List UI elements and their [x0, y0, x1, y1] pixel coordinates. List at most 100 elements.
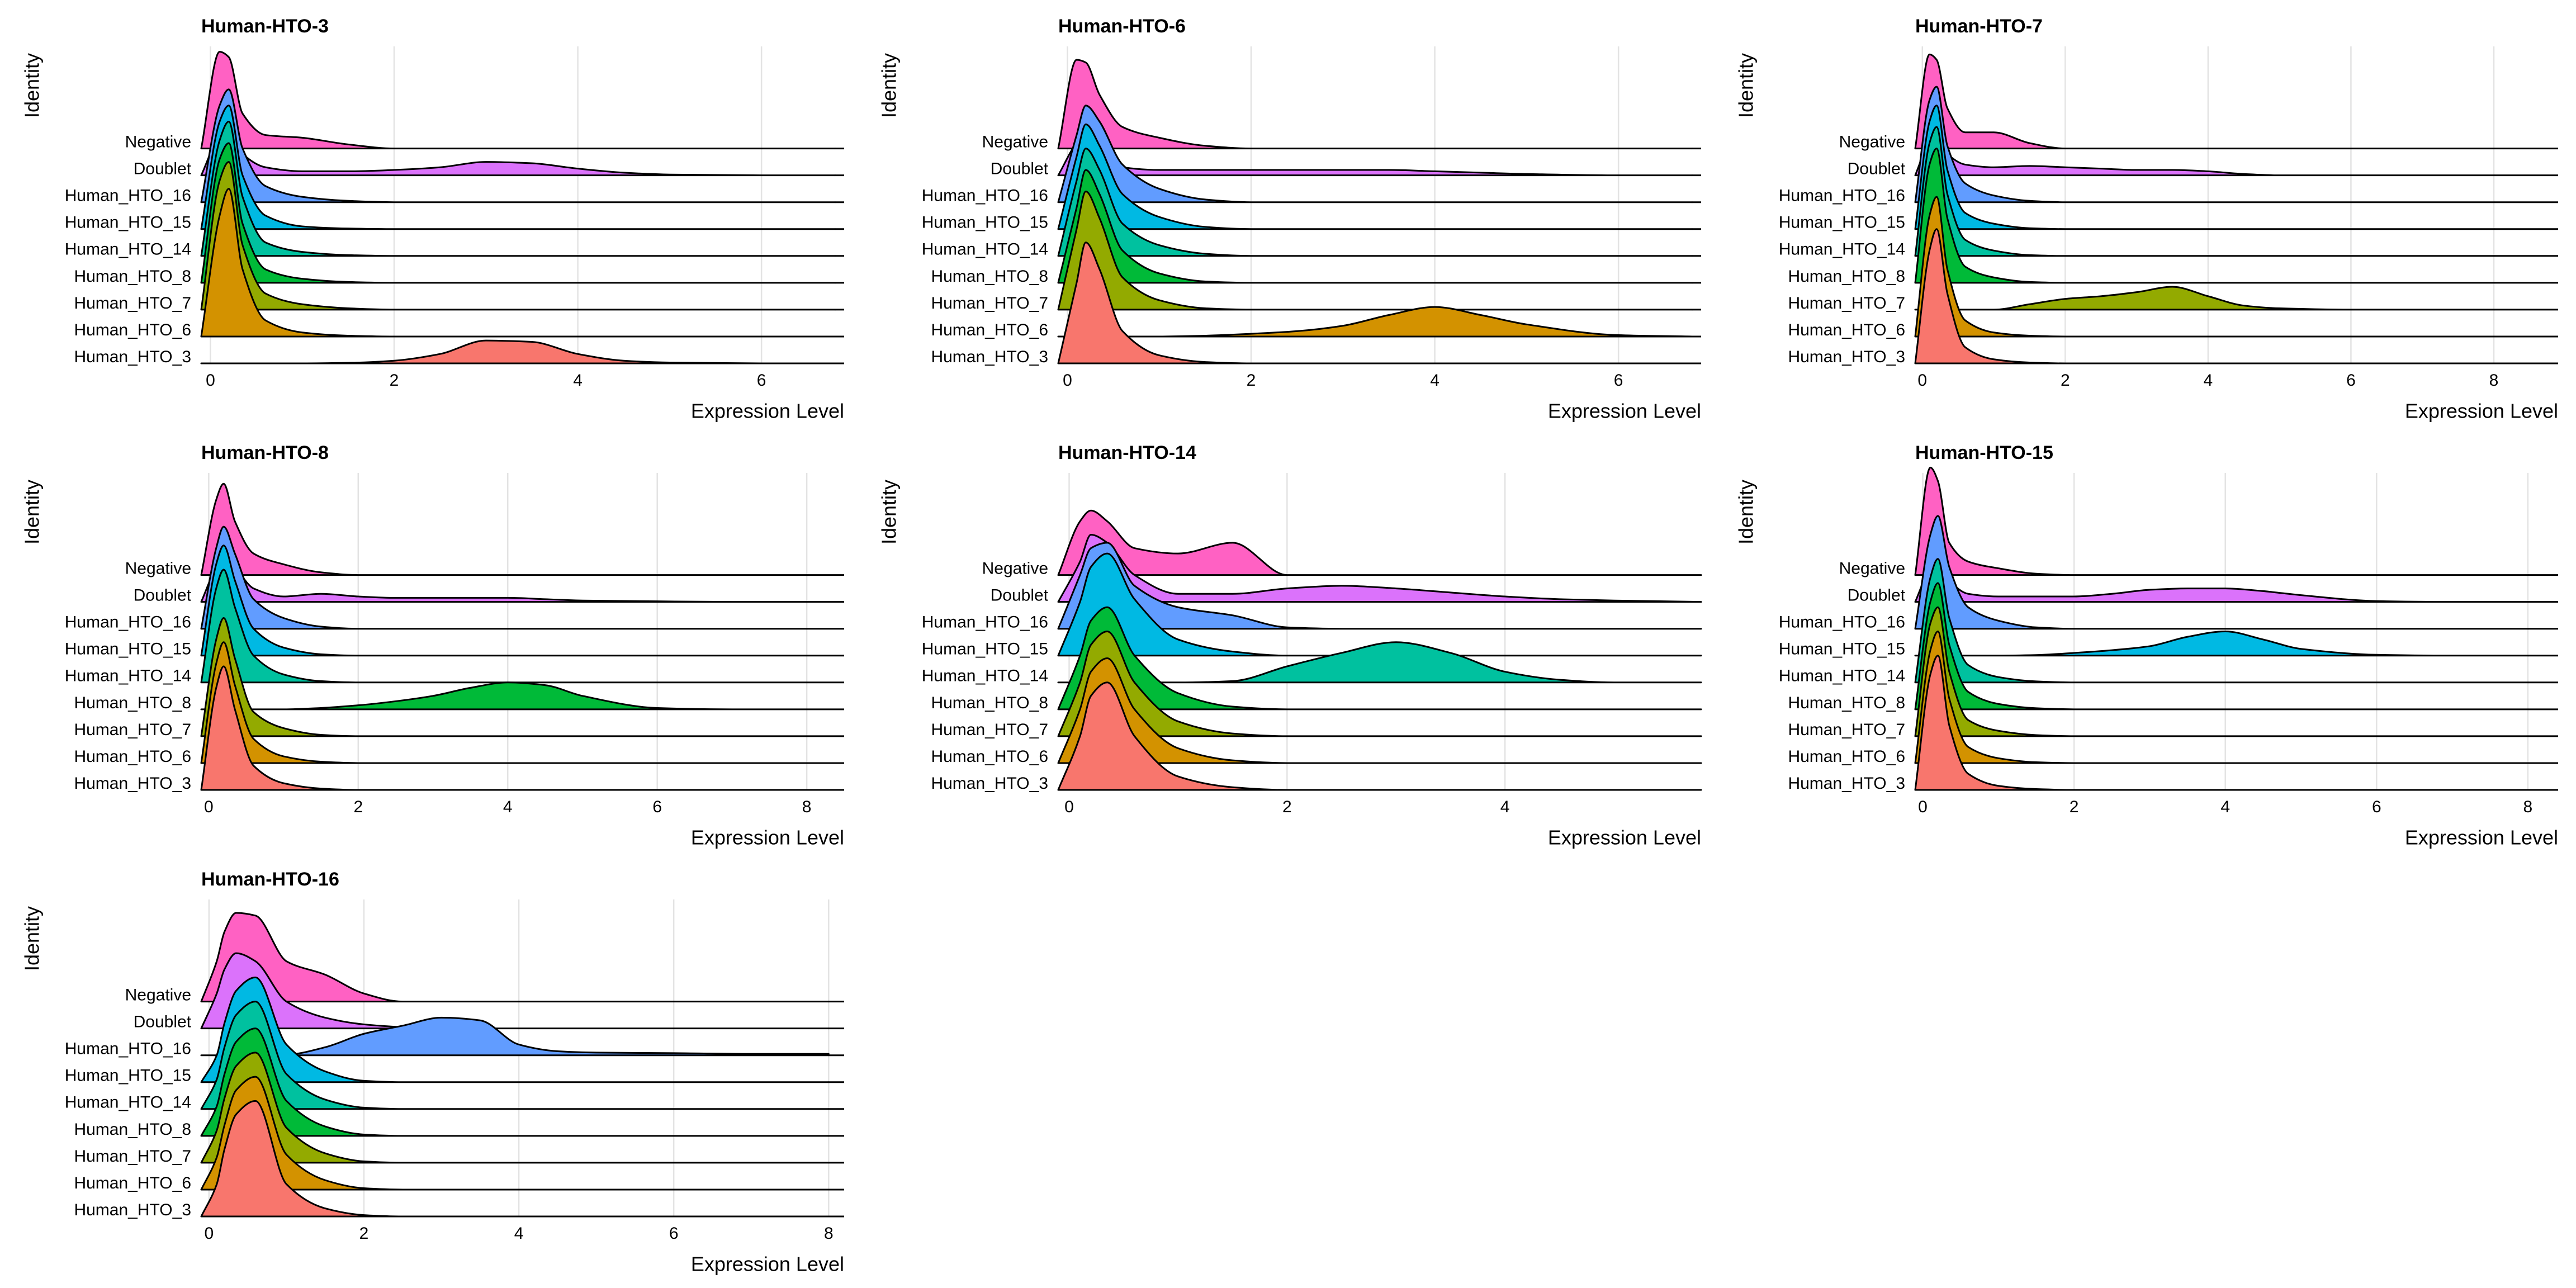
ridge — [200, 126, 836, 177]
ridge — [1057, 190, 1693, 311]
category-label: Human_HTO_14 — [65, 240, 191, 259]
category-label: Human_HTO_7 — [1788, 294, 1905, 312]
y-axis-label: Identity — [21, 480, 44, 544]
category-label: Human_HTO_14 — [1779, 667, 1905, 685]
category-label: Human_HTO_8 — [931, 267, 1048, 286]
x-tick-label: 4 — [503, 798, 513, 816]
ridge — [1914, 631, 2529, 657]
category-label: Human_HTO_16 — [1779, 187, 1905, 205]
category-label: Human_HTO_16 — [65, 187, 191, 205]
ridge — [1057, 681, 1702, 791]
category-label: Human_HTO_8 — [74, 267, 191, 286]
ridge — [1914, 606, 2529, 737]
x-tick-label: 8 — [824, 1224, 834, 1243]
ridge — [1914, 286, 2495, 311]
category-label: Human_HTO_16 — [65, 613, 191, 632]
category-label: Doublet — [1848, 586, 1906, 605]
x-tick-label: 2 — [2061, 371, 2070, 390]
x-tick-label: 6 — [2372, 798, 2381, 816]
category-label: Human_HTO_7 — [74, 1147, 191, 1166]
category-label: Human_HTO_6 — [74, 747, 191, 766]
category-label: Human_HTO_8 — [1788, 267, 1905, 286]
x-axis-label: Expression Level — [2405, 826, 2558, 849]
x-tick-label: 4 — [2204, 371, 2213, 390]
category-label: Human_HTO_15 — [1779, 640, 1905, 659]
panel-title: Human-HTO-7 — [1915, 16, 2043, 37]
category-label: Negative — [982, 560, 1048, 578]
x-tick-label: 2 — [359, 1224, 369, 1243]
x-tick-label: 4 — [2220, 798, 2230, 816]
category-label: Human_HTO_6 — [1788, 321, 1905, 339]
ridge — [200, 188, 836, 338]
x-tick-label: 8 — [802, 798, 812, 816]
ridge — [1057, 242, 1693, 364]
x-tick-label: 0 — [206, 371, 215, 390]
x-tick-label: 4 — [514, 1224, 524, 1243]
ridge — [200, 525, 808, 630]
category-label: Negative — [1839, 560, 1905, 578]
ridge — [200, 482, 808, 576]
ridge — [1914, 582, 2529, 711]
ridge — [1914, 558, 2529, 684]
category-label: Negative — [125, 133, 191, 151]
panel: Human-HTO-3 Identity Expression Level 0 2 4 6 H… — [21, 16, 844, 423]
category-label: Human_HTO_14 — [922, 667, 1048, 685]
ridge — [200, 105, 836, 230]
ridge — [200, 544, 808, 657]
category-label: Doublet — [134, 160, 192, 178]
ridge — [200, 681, 808, 711]
ridge — [1914, 228, 2495, 364]
ridge — [1914, 558, 2529, 603]
ridge — [200, 617, 808, 737]
ridge — [200, 142, 836, 284]
category-label: Human_HTO_6 — [74, 1174, 191, 1192]
panel: Human-HTO-6 Identity Expression Level 0 2 4 6 H… — [878, 16, 1701, 423]
y-axis-label: Identity — [878, 53, 901, 118]
panel: Human-HTO-14 Identity Expression Level 0 2 4 H… — [878, 442, 1702, 849]
category-label: Doublet — [991, 160, 1049, 178]
x-tick-label: 2 — [1247, 371, 1256, 390]
x-tick-label: 6 — [757, 371, 766, 390]
x-tick-label: 0 — [205, 1224, 214, 1243]
category-label: Human_HTO_15 — [65, 214, 191, 232]
category-label: Human_HTO_6 — [74, 321, 191, 339]
category-label: Human_HTO_8 — [74, 694, 191, 712]
ridge — [1057, 105, 1693, 203]
ridge — [1914, 148, 2495, 284]
category-label: Human_HTO_3 — [74, 348, 191, 366]
category-label: Human_HTO_6 — [931, 321, 1048, 339]
panel-title: Human-HTO-8 — [201, 442, 329, 463]
ridge — [1914, 655, 2529, 791]
x-tick-label: 2 — [390, 371, 399, 390]
category-label: Human_HTO_7 — [931, 294, 1048, 312]
x-tick-label: 0 — [1064, 798, 1074, 816]
ridge — [1057, 509, 1702, 576]
ridge — [1914, 86, 2495, 203]
category-label: Negative — [125, 560, 191, 578]
ridge — [1914, 105, 2495, 230]
x-axis-label: Expression Level — [691, 1253, 844, 1276]
y-axis-label: Identity — [21, 53, 44, 118]
ridge — [200, 121, 836, 257]
category-label: Human_HTO_7 — [931, 721, 1048, 739]
ridge — [1914, 196, 2495, 338]
ridge — [200, 88, 836, 203]
x-tick-label: 2 — [2070, 798, 2079, 816]
x-axis-label: Expression Level — [691, 400, 844, 423]
ridge — [1914, 515, 2529, 630]
x-tick-label: 6 — [652, 798, 662, 816]
ridge — [1057, 148, 1693, 257]
category-label: Human_HTO_15 — [1779, 214, 1905, 232]
category-label: Human_HTO_6 — [1788, 747, 1905, 766]
panel-title: Human-HTO-15 — [1915, 442, 2053, 463]
x-axis-label: Expression Level — [2405, 400, 2558, 423]
category-label: Human_HTO_3 — [1788, 774, 1905, 793]
category-label: Doublet — [991, 586, 1049, 605]
x-tick-label: 0 — [1918, 798, 1928, 816]
category-label: Human_HTO_14 — [65, 667, 191, 685]
x-tick-label: 2 — [353, 798, 363, 816]
category-label: Human_HTO_14 — [65, 1093, 191, 1112]
ridge — [1914, 126, 2495, 257]
ridge — [1057, 59, 1693, 150]
category-label: Human_HTO_8 — [1788, 694, 1905, 712]
